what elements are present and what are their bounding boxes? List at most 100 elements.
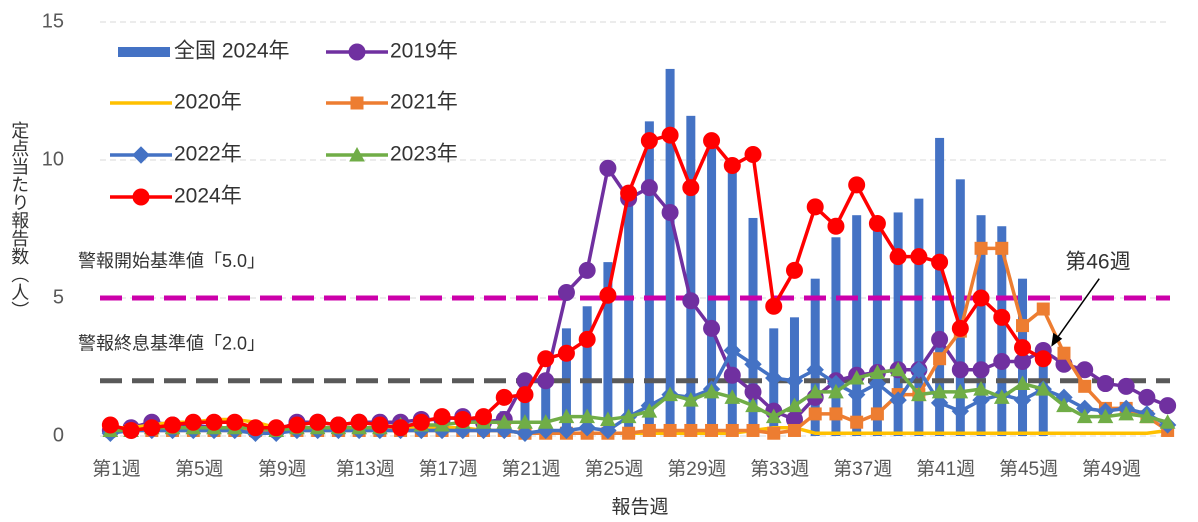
point: [143, 419, 161, 437]
point: [641, 403, 658, 418]
point: [288, 416, 306, 434]
bar: [541, 380, 551, 436]
line: [110, 246, 1169, 435]
point: [765, 369, 783, 387]
x-tick-label: 第33週: [750, 458, 809, 480]
point: [1117, 377, 1135, 395]
point: [1013, 391, 1032, 409]
point: [703, 319, 721, 337]
point: [101, 416, 119, 434]
legend-marker: [132, 146, 150, 164]
point: [767, 426, 781, 440]
point: [1035, 381, 1052, 396]
bar: [707, 146, 717, 436]
point: [662, 386, 678, 402]
point: [725, 423, 739, 437]
point: [226, 413, 244, 431]
annotation-arrow: [1054, 278, 1100, 342]
point: [868, 214, 886, 232]
legend-marker: [348, 43, 366, 61]
legend-item: 全国 2024年: [118, 40, 290, 63]
legend-label: 2022年: [174, 143, 242, 166]
bar: [976, 215, 986, 436]
point: [785, 261, 803, 279]
point: [682, 292, 700, 310]
point: [682, 179, 700, 197]
point: [972, 289, 990, 307]
legend-label: 2020年: [174, 91, 242, 114]
line: [110, 368, 1169, 433]
point: [122, 421, 140, 439]
point: [620, 408, 637, 424]
bar: [624, 198, 634, 436]
point: [911, 386, 927, 402]
point: [910, 361, 928, 379]
point: [392, 419, 410, 437]
legend-item: 2022年: [110, 143, 242, 166]
point: [951, 319, 969, 337]
line: [110, 348, 1169, 435]
legend-item: 2019年: [326, 40, 458, 63]
point: [557, 421, 576, 440]
point: [848, 176, 866, 194]
point: [889, 391, 907, 409]
point: [599, 286, 617, 304]
point: [537, 350, 555, 368]
point: [703, 383, 720, 399]
point: [723, 341, 741, 360]
legend-label: 2023年: [390, 143, 458, 166]
point: [184, 413, 202, 431]
point: [599, 421, 617, 440]
y-axis-label: 定点当たり報告数（人）: [9, 121, 29, 319]
legend-item: 2024年: [110, 185, 242, 208]
legend-swatch: [118, 47, 170, 57]
point: [579, 408, 596, 424]
bar: [748, 217, 758, 436]
point: [1076, 361, 1094, 379]
legend-label: 2019年: [390, 40, 458, 63]
x-tick-label: 第49週: [1082, 458, 1141, 480]
line: [109, 133, 1045, 433]
point: [745, 397, 761, 413]
point: [785, 372, 804, 390]
y-tick-label: 15: [42, 10, 64, 32]
point: [993, 308, 1011, 326]
bar: [603, 262, 613, 436]
point: [829, 407, 843, 421]
point: [164, 416, 182, 434]
legend-item: 2023年: [326, 143, 458, 166]
point: [951, 402, 970, 420]
x-tick-label: 第21週: [501, 458, 560, 480]
bar: [997, 226, 1007, 436]
point: [1118, 405, 1135, 421]
bar: [955, 179, 965, 436]
bar: [831, 237, 841, 436]
point: [496, 414, 513, 429]
point: [371, 416, 389, 434]
point: [600, 411, 616, 426]
point: [1097, 408, 1114, 424]
point: [1076, 408, 1093, 424]
point: [786, 397, 803, 413]
point: [557, 283, 575, 301]
x-tick-label: 第25週: [584, 458, 643, 480]
point: [850, 415, 864, 429]
point: [640, 179, 658, 197]
point: [931, 253, 949, 271]
bar: [893, 212, 903, 436]
point: [910, 248, 928, 266]
point: [869, 364, 886, 380]
bar: [935, 137, 945, 437]
reference-label: 警報開始基準値「5.0」: [78, 251, 265, 271]
point: [974, 241, 988, 255]
point: [972, 361, 990, 379]
point: [1014, 375, 1031, 391]
bar: [852, 215, 862, 436]
x-tick-label: 第37週: [833, 458, 892, 480]
point: [684, 423, 698, 437]
legend-marker: [350, 96, 364, 110]
point: [350, 413, 368, 431]
legend-label: 全国 2024年: [174, 40, 290, 63]
bar: [727, 165, 737, 436]
point: [931, 383, 948, 399]
